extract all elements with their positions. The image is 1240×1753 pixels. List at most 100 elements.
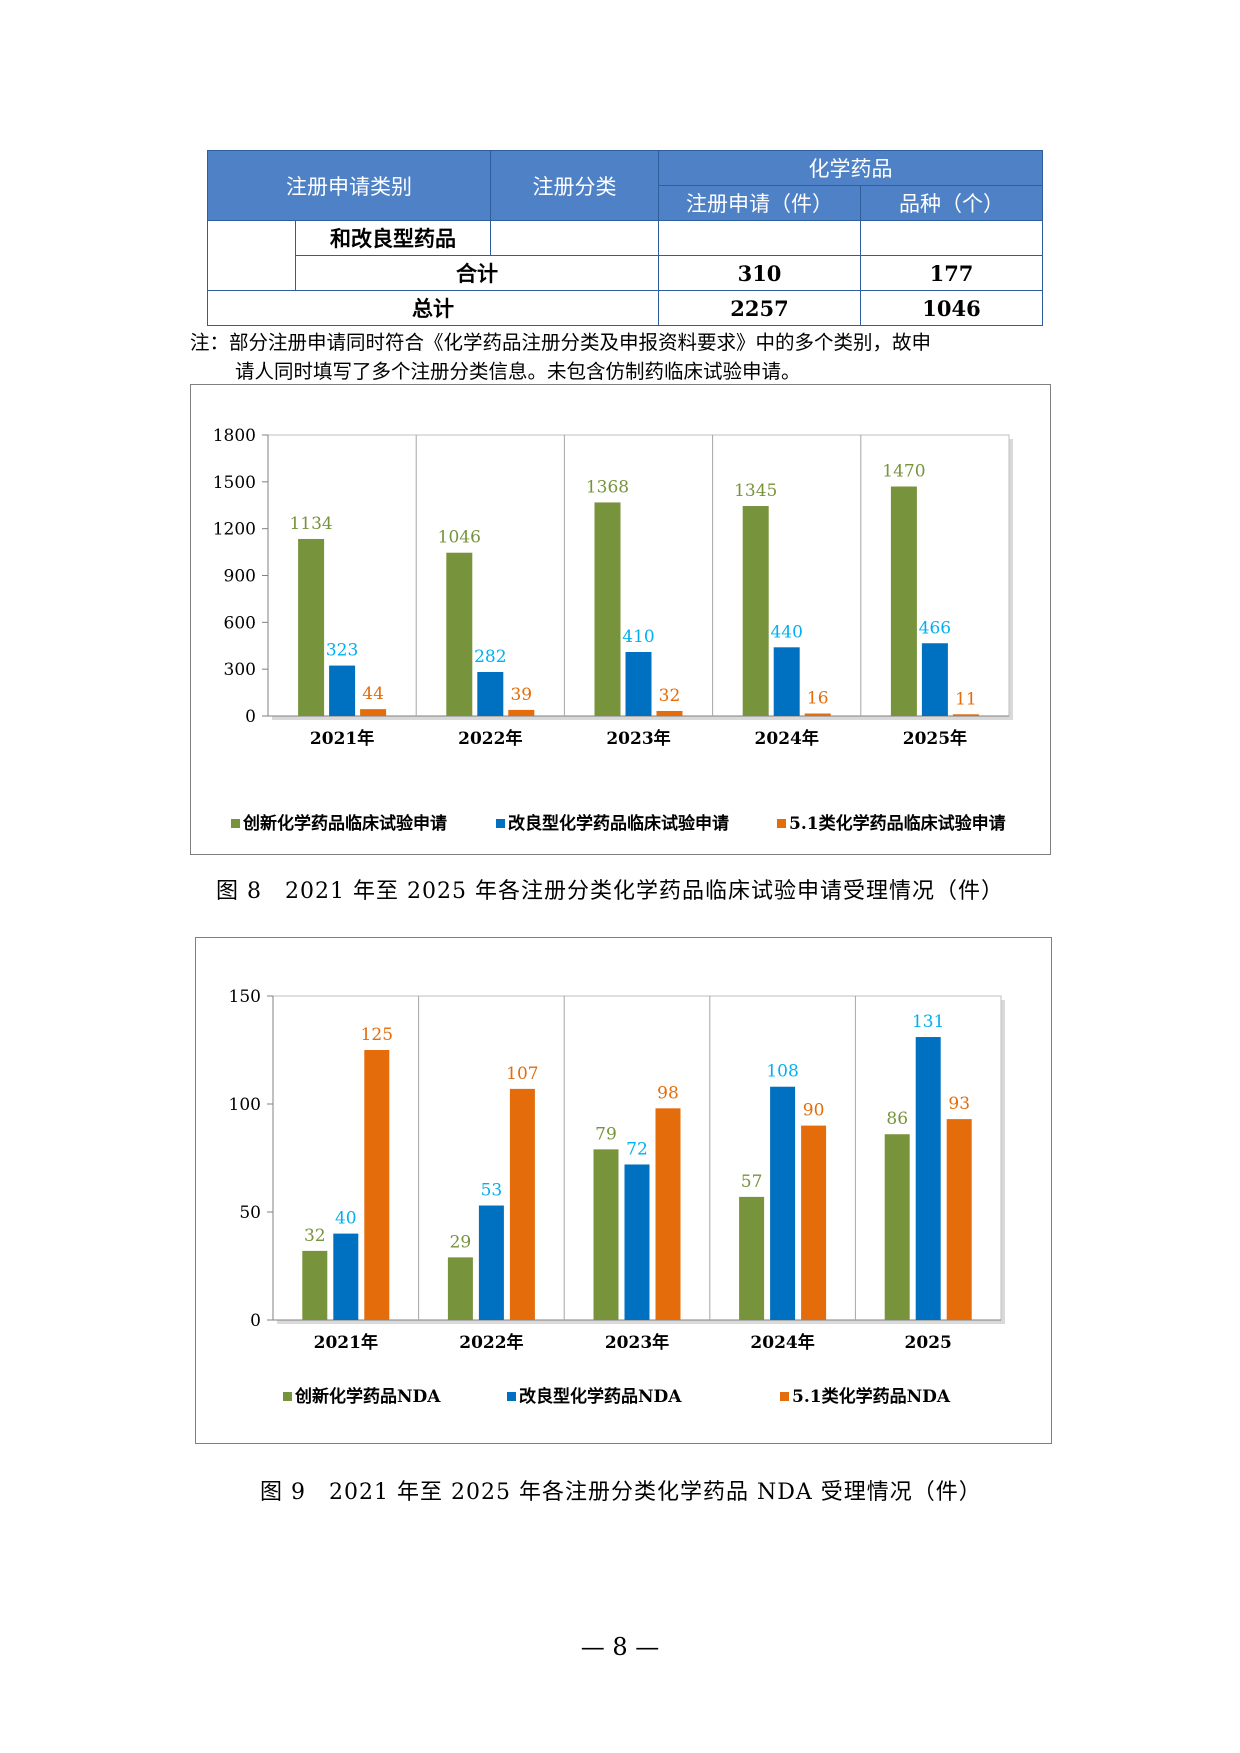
table-row-label: 和改良型药品 xyxy=(295,220,491,256)
legend-swatch xyxy=(780,1392,789,1401)
data-label: 410 xyxy=(622,627,654,647)
table-cell-empty xyxy=(207,220,296,291)
y-tick-label: 1500 xyxy=(213,473,256,493)
data-label: 44 xyxy=(362,684,384,704)
chart-nda-svg: 0 50 100 150 32 40 125 2021年 29 53 107 2022年 79 72 98 2… xyxy=(229,987,1005,1407)
bar xyxy=(773,647,800,716)
bar xyxy=(625,651,652,716)
bar xyxy=(656,711,683,716)
bar xyxy=(655,1108,681,1320)
data-label: 72 xyxy=(626,1139,648,1159)
bar xyxy=(742,506,769,716)
bar xyxy=(952,714,979,716)
data-label: 16 xyxy=(807,689,829,709)
legend-swatch xyxy=(777,819,786,828)
data-label: 282 xyxy=(474,647,506,667)
note-line-2: 请人同时填写了多个注册分类信息。未包含仿制药临床试验申请。 xyxy=(235,360,801,383)
data-label: 57 xyxy=(741,1172,763,1192)
y-tick-label: 600 xyxy=(224,613,256,633)
x-tick-label: 2025 xyxy=(905,1333,952,1353)
bar xyxy=(360,709,387,716)
table-cell-total-applications: 2257 xyxy=(658,290,861,326)
data-label: 40 xyxy=(335,1209,357,1229)
y-tick-label: 300 xyxy=(224,660,256,680)
bar xyxy=(333,1233,359,1320)
figure-9-caption: 图 9 2021 年至 2025 年各注册分类化学药品 NDA 受理情况（件） xyxy=(260,1480,982,1505)
data-label: 53 xyxy=(481,1181,503,1201)
data-label: 466 xyxy=(919,618,951,638)
data-label: 93 xyxy=(948,1094,970,1114)
x-tick-label: 2023年 xyxy=(606,728,670,749)
y-tick-label: 900 xyxy=(224,567,256,587)
chart-nda-applications: 0 50 100 150 32 40 125 2021年 29 53 107 2022年 79 72 98 2… xyxy=(195,937,1052,1444)
legend-label: 创新化学药品临床试验申请 xyxy=(242,813,447,834)
legend-swatch xyxy=(231,819,240,828)
data-label: 125 xyxy=(361,1025,393,1045)
data-label: 11 xyxy=(955,689,977,709)
bar xyxy=(593,1149,619,1320)
data-label: 1470 xyxy=(882,462,925,482)
y-tick-label: 0 xyxy=(245,707,256,727)
x-tick-label: 2021年 xyxy=(310,728,374,749)
chart-clinical-svg: 0 300 600 900 1200 1500 1800 1134 323 44 2021年 1046… xyxy=(213,426,1013,834)
data-label: 86 xyxy=(886,1109,908,1129)
registration-table: 注册申请类别 注册分类 化学药品 注册申请（件） 品种（个） 和改良型药品 合计… xyxy=(207,150,1043,326)
x-tick-label: 2021年 xyxy=(314,1332,378,1353)
bar xyxy=(884,1134,910,1320)
data-label: 131 xyxy=(912,1012,944,1032)
bar xyxy=(329,665,356,716)
data-label: 1134 xyxy=(289,514,332,534)
data-label: 1046 xyxy=(438,528,481,548)
y-tick-label: 1800 xyxy=(213,426,256,446)
data-label: 29 xyxy=(450,1232,472,1252)
bar xyxy=(946,1119,972,1320)
x-tick-label: 2022年 xyxy=(458,728,522,749)
table-note: 注：部分注册申请同时符合《化学药品注册分类及申报资料要求》中的多个类别，故申 请… xyxy=(190,328,1070,386)
bar xyxy=(770,1086,796,1320)
bar xyxy=(890,486,917,716)
legend-label: 5.1类化学药品临床试验申请 xyxy=(789,813,1006,834)
bar xyxy=(594,502,621,716)
legend-swatch xyxy=(283,1392,292,1401)
table-cell-subtotal-applications: 310 xyxy=(658,255,861,291)
legend-swatch xyxy=(496,819,505,828)
header-chemical-drugs: 化学药品 xyxy=(658,150,1043,186)
table-row-total-label: 总计 xyxy=(207,290,659,326)
header-classification: 注册分类 xyxy=(490,150,659,221)
header-varieties: 品种（个） xyxy=(860,185,1043,221)
header-category: 注册申请类别 xyxy=(207,150,491,221)
bar xyxy=(447,1257,473,1320)
bar xyxy=(364,1050,390,1320)
bar xyxy=(446,552,473,716)
bar xyxy=(298,538,325,716)
chart-clinical-trial-applications: 0 300 600 900 1200 1500 1800 1134 323 44 2021年 1046… xyxy=(190,384,1051,855)
x-tick-label: 2024年 xyxy=(750,1332,814,1353)
x-tick-label: 2024年 xyxy=(755,728,819,749)
bar xyxy=(508,709,535,716)
bar xyxy=(801,1125,827,1320)
bar xyxy=(739,1196,765,1320)
data-label: 79 xyxy=(595,1124,617,1144)
data-label: 39 xyxy=(510,685,532,705)
table-cell-varieties xyxy=(860,220,1043,256)
legend-label: 改良型化学药品NDA xyxy=(519,1386,682,1407)
data-label: 1345 xyxy=(734,481,777,501)
bar xyxy=(915,1037,941,1320)
x-tick-label: 2023年 xyxy=(605,1332,669,1353)
bar xyxy=(477,671,504,716)
page-number: — 8 — xyxy=(580,1633,660,1661)
legend-label: 创新化学药品NDA xyxy=(294,1386,441,1407)
table-cell-empty xyxy=(490,220,659,256)
legend-swatch xyxy=(507,1392,516,1401)
y-tick-label: 1200 xyxy=(213,520,256,540)
x-tick-label: 2025年 xyxy=(903,728,967,749)
y-tick-label: 100 xyxy=(229,1095,261,1115)
data-label: 108 xyxy=(766,1062,798,1082)
data-label: 98 xyxy=(657,1083,679,1103)
bar xyxy=(921,643,948,716)
table-cell-subtotal-varieties: 177 xyxy=(860,255,1043,291)
data-label: 107 xyxy=(506,1064,538,1084)
table-cell-applications xyxy=(658,220,861,256)
table-cell-total-varieties: 1046 xyxy=(860,290,1043,326)
note-line-1: 注：部分注册申请同时符合《化学药品注册分类及申报资料要求》中的多个类别，故申 xyxy=(190,331,932,354)
